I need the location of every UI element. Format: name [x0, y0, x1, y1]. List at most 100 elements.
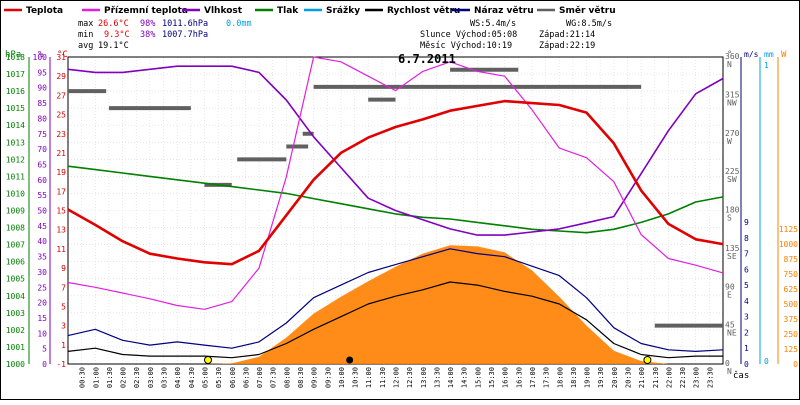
tick-ms: 8: [744, 234, 749, 243]
tick-time: 19:30: [597, 367, 605, 388]
tick-pct: 25: [37, 283, 47, 292]
tick-direction-name: N: [727, 367, 732, 376]
tick-hpa: 1011: [6, 172, 25, 181]
tick-w: 750: [784, 270, 799, 279]
tick-direction-name: N: [727, 60, 732, 69]
tick-direction-deg: 0: [725, 359, 730, 368]
tick-hpa: 1006: [6, 258, 25, 267]
tick-time: 10:00: [338, 367, 346, 388]
tick-hpa: 1012: [6, 155, 25, 164]
left-axes: 1018101710161015101410131012101110101009…: [6, 53, 66, 369]
tick-degc: 9: [61, 264, 66, 273]
info-sunset: Západ:21:14: [539, 30, 595, 40]
tick-time: 14:30: [461, 367, 469, 388]
series-temperature: [67, 99, 724, 266]
info-block: WS:5.4m/s WG:8.5m/s Slunce Východ:05:08 …: [420, 19, 612, 51]
tick-hpa: 1004: [6, 292, 25, 301]
tick-time: 13:30: [433, 367, 441, 388]
tick-time: 15:00: [474, 367, 482, 388]
tick-hpa: 1000: [6, 360, 25, 369]
tick-time: 05:30: [215, 367, 223, 388]
tick-degc: 25: [56, 111, 66, 120]
info-wind-gust: WG:8.5m/s: [566, 19, 612, 29]
x-axis: 00:30 01:00 01:30 02:00 02:30 03:00 03:30 04:00…: [79, 367, 715, 388]
tick-time: 22:30: [679, 367, 687, 388]
tick-hpa: 1010: [6, 189, 25, 198]
axis-time-label: čas: [733, 370, 749, 381]
tick-mm: 1: [764, 61, 769, 70]
tick-time: 21:30: [652, 367, 660, 388]
info-wind-speed: WS:5.4m/s: [470, 19, 516, 29]
moonrise-marker: [346, 356, 354, 364]
chart-title: 6.7.2011: [398, 52, 456, 66]
tick-direction-name: SW: [727, 175, 737, 184]
tick-direction-deg: 270: [725, 129, 740, 138]
axis-pct-label: %: [38, 50, 44, 60]
tick-direction-name: NW: [727, 98, 737, 107]
tick-time: 03:00: [147, 367, 155, 388]
tick-ms: 2: [744, 328, 749, 337]
tick-direction-name: W: [727, 137, 732, 146]
tick-time: 15:30: [488, 367, 496, 388]
legend-label: Srážky: [326, 6, 360, 16]
tick-time: 11:30: [379, 367, 387, 388]
tick-time: 00:30: [79, 367, 87, 388]
tick-direction-name: SE: [727, 252, 737, 261]
tick-degc: 1: [61, 341, 66, 350]
tick-hpa: 1001: [6, 343, 25, 352]
tick-time: 16:00: [502, 367, 510, 388]
tick-time: 23:30: [706, 367, 714, 388]
tick-w: 1000: [779, 240, 798, 249]
axis-degc-label: °C: [57, 50, 68, 60]
stats-max-label: max: [78, 19, 93, 29]
legend-label: Přízemní teplota: [104, 6, 188, 16]
stats-max-temp: 26.6°C: [98, 19, 129, 29]
stats-max-rain: 0.0mm: [226, 19, 252, 29]
tick-time: 07:30: [270, 367, 278, 388]
tick-degc: 11: [56, 245, 66, 254]
tick-hpa: 1007: [6, 241, 25, 250]
stats-block: max 26.6°C 98% 1011.6hPa 0.0mm min 9.3°C…: [78, 19, 252, 51]
tick-ms: 6: [744, 265, 749, 274]
tick-pct: 80: [37, 114, 47, 123]
tick-direction-deg: 225: [725, 167, 740, 176]
tick-time: 08:00: [283, 367, 291, 388]
axis-mm-label: mm: [764, 50, 774, 59]
stats-avg-label: avg: [78, 41, 93, 51]
tick-w: 375: [784, 315, 799, 324]
tick-time: 04:00: [174, 367, 182, 388]
tick-time: 12:30: [406, 367, 414, 388]
tick-pct: 5: [42, 345, 47, 354]
tick-time: 09:30: [324, 367, 332, 388]
tick-w: 625: [784, 285, 799, 294]
tick-time: 22:00: [665, 367, 673, 388]
tick-pct: 65: [37, 160, 47, 169]
tick-degc: 23: [56, 130, 66, 139]
tick-degc: 13: [56, 226, 66, 235]
tick-time: 20:30: [624, 367, 632, 388]
tick-time: 08:30: [297, 367, 305, 388]
plot-area: [67, 56, 724, 364]
tick-direction-deg: 90: [725, 282, 735, 291]
tick-pct: 75: [37, 130, 47, 139]
axis-hpa-label: hPa: [5, 50, 21, 60]
tick-pct: 90: [37, 84, 47, 93]
tick-hpa: 1005: [6, 275, 25, 284]
tick-hpa: 1015: [6, 104, 25, 113]
tick-hpa: 1013: [6, 138, 25, 147]
series-wind-gust: [67, 248, 724, 352]
info-moonrise: Měsíc Východ:10:19: [420, 41, 512, 51]
legend-label: Rychlost větru: [387, 5, 460, 16]
legend-label: Vlhkost: [204, 6, 243, 16]
tick-pct: 10: [37, 329, 47, 338]
tick-time: 17:00: [529, 367, 537, 388]
tick-time: 02:00: [120, 367, 128, 388]
tick-direction-name: S: [727, 214, 732, 223]
tick-time: 06:00: [229, 367, 237, 388]
tick-w: 500: [784, 300, 799, 309]
tick-hpa: 1009: [6, 207, 25, 216]
tick-time: 06:30: [242, 367, 250, 388]
tick-w: 250: [784, 330, 799, 339]
tick-pct: 60: [37, 176, 47, 185]
